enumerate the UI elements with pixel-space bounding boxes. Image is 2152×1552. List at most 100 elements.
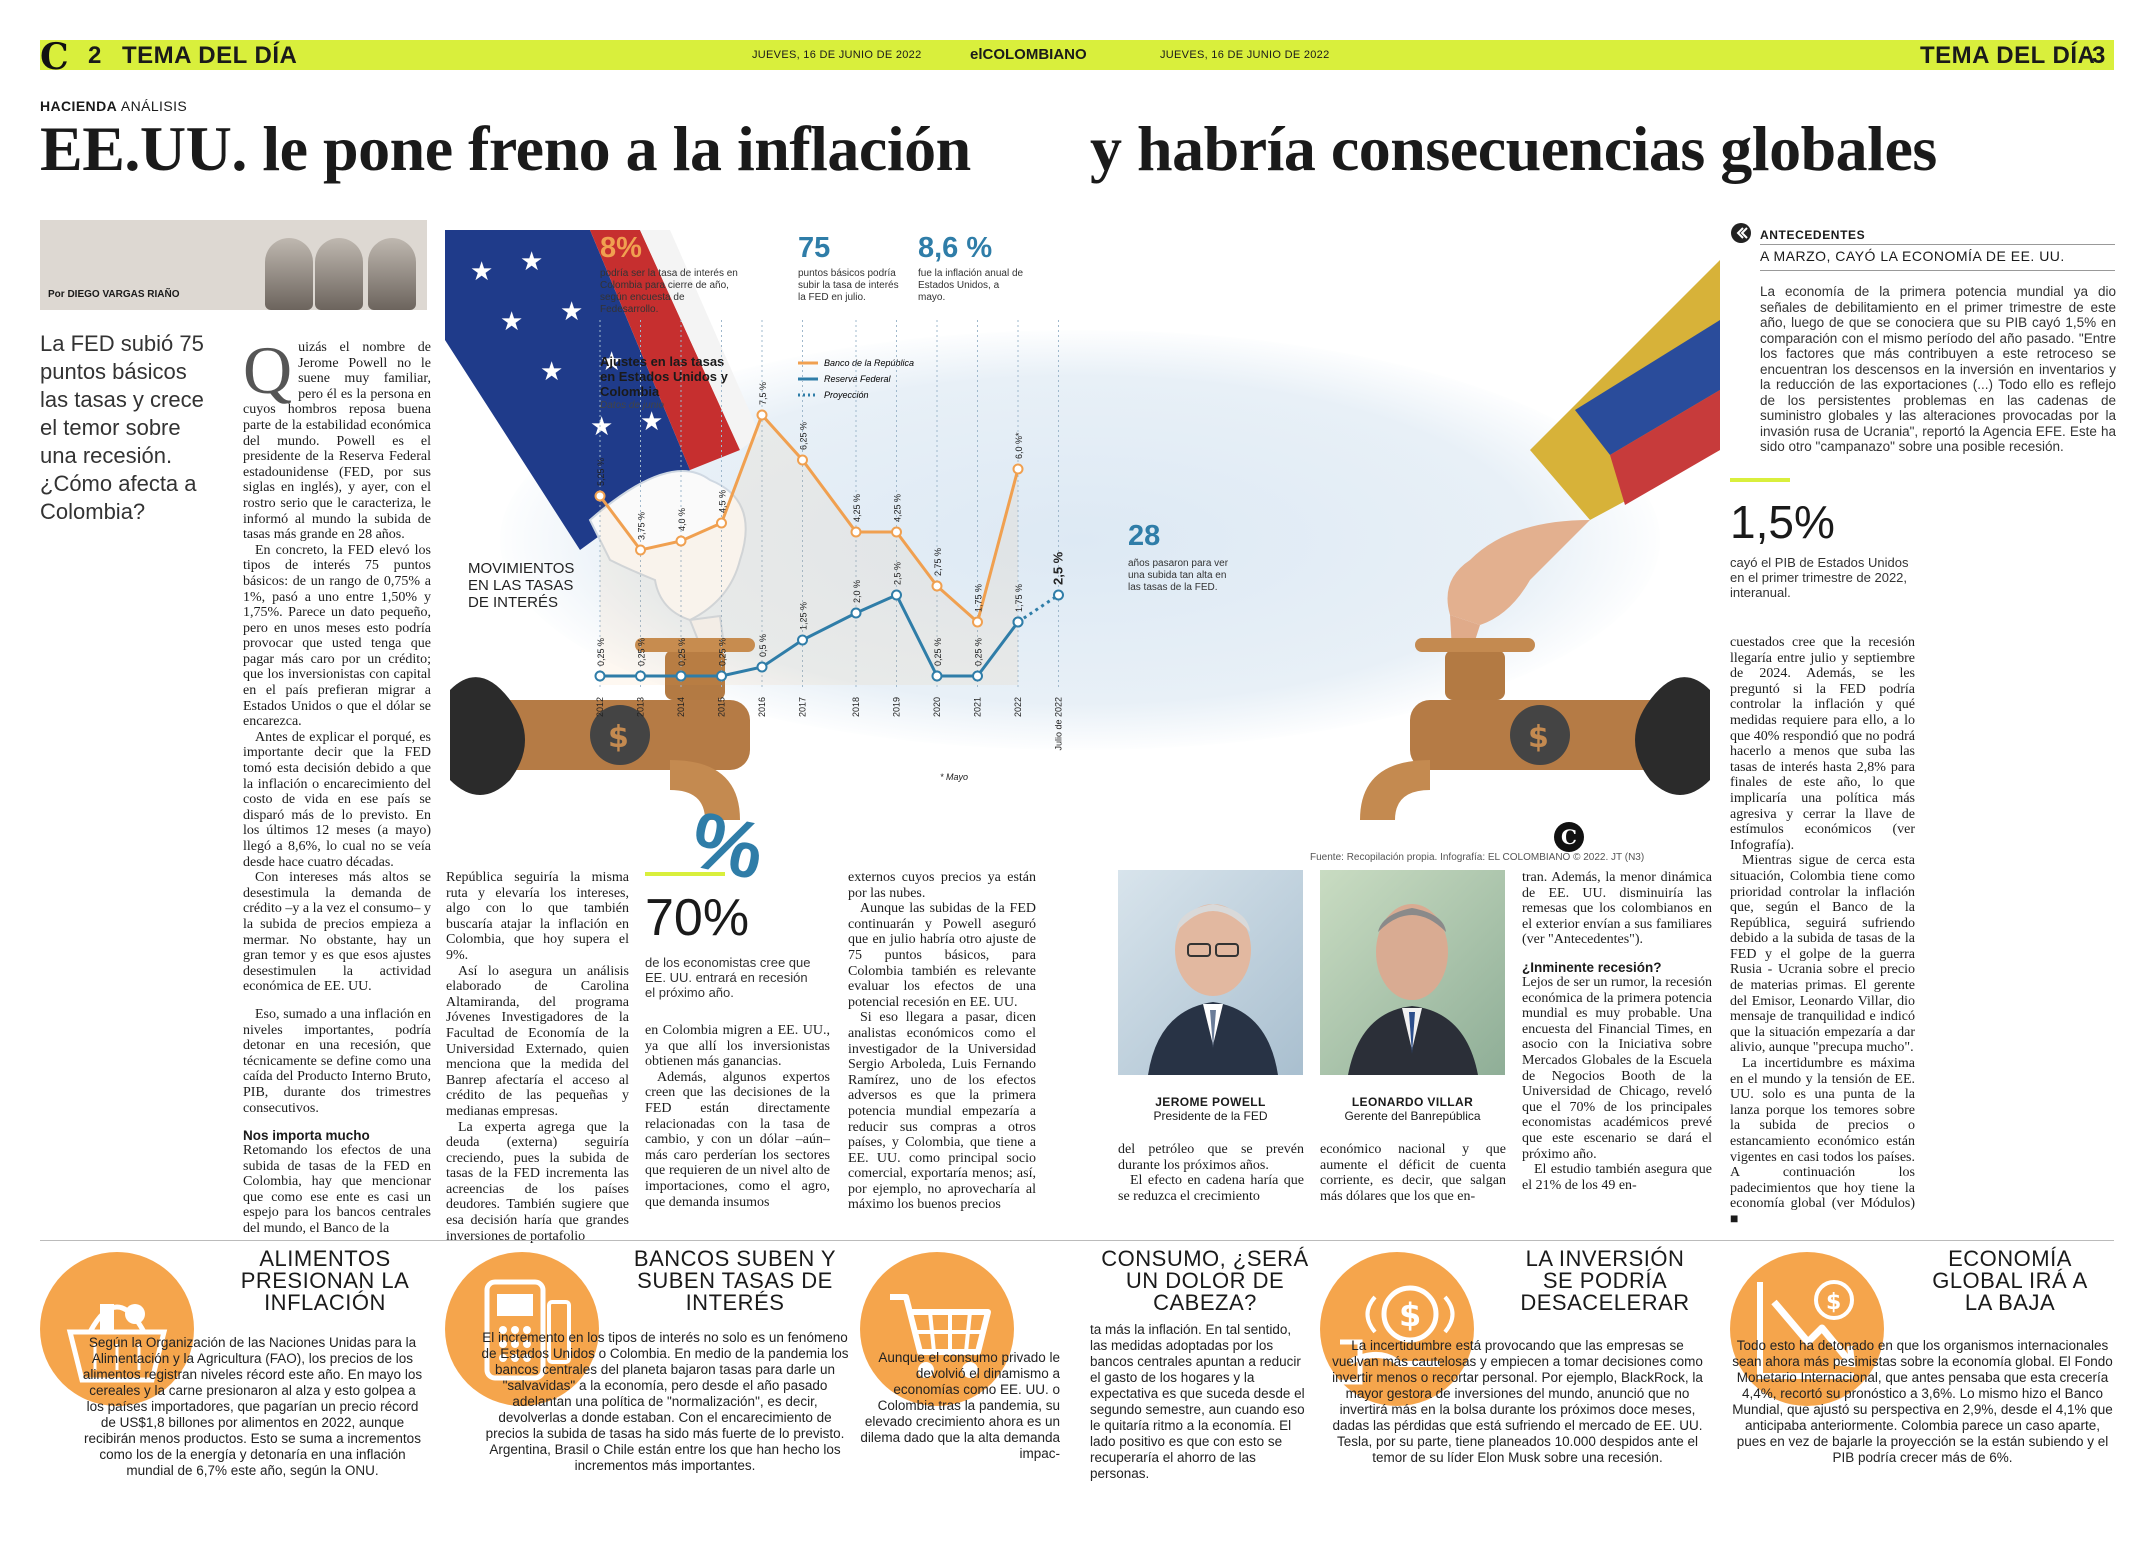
- data-label: 1,75 %: [1014, 584, 1024, 612]
- caption-powell: JEROME POWELL Presidente de la FED: [1118, 1095, 1303, 1123]
- paragraph: tran. Además, la menor dinámica de EE. U…: [1522, 870, 1712, 948]
- divider: [1760, 244, 2115, 245]
- data-label: 5,25 %: [596, 458, 606, 486]
- data-point: [931, 670, 943, 682]
- data-label: 1,75 %: [974, 584, 984, 612]
- data-label: 4,25 %: [852, 494, 862, 522]
- stat-value: 8%: [600, 232, 642, 264]
- modules-divider: [40, 1240, 2114, 1241]
- grocery-basket-icon: [66, 1304, 168, 1383]
- stat-value: 28: [1128, 520, 1161, 552]
- shopping-cart-icon: [890, 1294, 991, 1378]
- module-body: Todo esto ha detonado en que los organis…: [1732, 1338, 2113, 1465]
- subheading: ¿Inminente recesión?: [1522, 959, 1662, 975]
- pullquote-text: de los economistas cree que EE. UU. entr…: [645, 955, 811, 1000]
- data-label: 7,5 %: [758, 382, 768, 405]
- paragraph: Si eso llegara a pasar, dicen analistas …: [848, 1010, 1036, 1213]
- infographic-source: Fuente: Recopilación propia. Infografía:…: [1310, 852, 1645, 863]
- legend-banrep: Banco de la República: [824, 358, 914, 368]
- article-column-8: cuestados cree que la recesión llegaría …: [1730, 635, 1915, 1228]
- paragraph: externos cuyos precios ya están por las …: [848, 870, 1036, 901]
- data-label: 0,25 %: [637, 638, 647, 666]
- tick-label: 2016: [757, 697, 767, 717]
- paragraph: económico nacional y que aumente el défi…: [1320, 1142, 1506, 1204]
- page-number-left: 2: [88, 42, 102, 69]
- module-body: La incertidumbre está provocando que las…: [1332, 1338, 1703, 1465]
- stat-text: podría ser la tasa de interés en Colombi…: [600, 268, 738, 315]
- module-icon-circle: [40, 1252, 194, 1406]
- paragraph: Además, algunos expertos creen que las d…: [645, 1069, 830, 1210]
- data-label: 2,5 %: [893, 562, 903, 585]
- stat-value: 8,6 %: [918, 232, 993, 264]
- data-point: [972, 670, 983, 682]
- svg-text:★: ★: [590, 412, 613, 442]
- paragraph: Antes de explicar el porqué, es importan…: [243, 729, 431, 870]
- svg-text:$: $: [608, 720, 629, 755]
- data-point: [675, 535, 687, 547]
- paragraph: del petróleo que se prevén durante los p…: [1118, 1142, 1304, 1173]
- headline-right: y habría consecuencias globales: [1090, 113, 1937, 184]
- data-label: 0,25 %: [596, 638, 606, 666]
- article-column-2: República seguiría la misma ruta y eleva…: [446, 870, 629, 1244]
- tick-label: 2017: [798, 697, 808, 717]
- tick-label: 2015: [717, 697, 727, 717]
- tick-label: Julio de 2022: [1054, 697, 1064, 751]
- fig-rule: [1730, 478, 1790, 482]
- paragraph: La incertidumbre es máxima en el mundo y…: [1730, 1056, 1915, 1227]
- data-point: [891, 526, 902, 538]
- data-label: 0,5 %: [758, 634, 768, 657]
- date-right: JUEVES, 16 DE JUNIO DE 2022: [1160, 49, 1330, 61]
- header-band: C 2 TEMA DEL DÍA JUEVES, 16 DE JUNIO DE …: [40, 36, 2114, 78]
- lead-text: La FED subió 75 puntos básicos las tasas…: [40, 331, 204, 524]
- sidebar-label: ANTECEDENTES: [1760, 228, 1866, 242]
- data-label: 0,25 %: [933, 638, 943, 666]
- subheading: Nos importa mucho: [243, 1128, 370, 1144]
- kicker-light: ANÁLISIS: [120, 98, 188, 114]
- paragraph: Así lo asegura un análisis elaborado de …: [446, 963, 629, 1119]
- module-icon-circle: $: [1730, 1252, 1884, 1406]
- stat-value: 75: [798, 232, 831, 264]
- module-body-left: Aunque el consumo privado le devolvió el…: [860, 1350, 1060, 1461]
- tick-label: 2018: [851, 697, 861, 717]
- pullquote-rule: [645, 872, 725, 876]
- data-label: 4,0 %: [677, 508, 687, 531]
- sidebar-figure: 1,5%: [1730, 496, 1835, 548]
- data-point: [797, 634, 808, 646]
- headline: EE.UU. le pone freno a la inflación y ha…: [40, 112, 1937, 186]
- author-photo: [315, 238, 363, 310]
- data-label: 2,75 %: [933, 548, 943, 576]
- series-area-0: [600, 415, 1018, 685]
- data-label: 3,75 %: [637, 512, 647, 540]
- module-body: El incremento en los tipos de interés no…: [481, 1330, 849, 1473]
- data-point: [1012, 463, 1024, 475]
- paragraph: El efecto en cadena haría que se reduzca…: [1118, 1173, 1304, 1204]
- trend-down-icon: $: [1757, 1280, 1856, 1379]
- caption-role: Presidente de la FED: [1153, 1109, 1268, 1123]
- paragraph: cuestados cree que la recesión llegaría …: [1730, 635, 1915, 853]
- data-label: 0,25 %: [974, 638, 984, 666]
- svg-text:★: ★: [520, 247, 543, 277]
- byline-text: Por DIEGO VARGAS RIAÑO: [48, 289, 180, 300]
- paragraph: Retomando los efectos de una subida de t…: [243, 1143, 431, 1237]
- brand-name: elCOLOMBIANO: [970, 46, 1087, 63]
- tick-label: 2019: [892, 697, 902, 717]
- data-point: [850, 607, 862, 619]
- paragraph: Con intereses más altos se desestimula l…: [243, 870, 431, 995]
- data-label: 6,0 %*: [1014, 432, 1024, 459]
- data-point: [756, 409, 768, 421]
- photo-jerome-powell: [1118, 870, 1303, 1075]
- data-point: [756, 661, 768, 673]
- module-title: CONSUMO, ¿SERÁ UN DOLOR DE CABEZA?: [1101, 1246, 1309, 1315]
- module-title: ECONOMÍA GLOBAL IRÁ A LA BAJA: [1932, 1246, 2088, 1315]
- data-label: 2,0 %: [852, 580, 862, 603]
- chart-title: Ajustes en las tasas en Estados Unidos y…: [600, 354, 728, 399]
- date-left: JUEVES, 16 DE JUNIO DE 2022: [752, 49, 922, 61]
- kicker-bold: HACIENDA: [40, 98, 117, 114]
- caption-name: JEROME POWELL: [1155, 1095, 1266, 1109]
- tick-label: 2021: [973, 697, 983, 717]
- module-icon-circle: [860, 1252, 1014, 1406]
- sidebar-body: La economía de la primera potencia mundi…: [1760, 284, 2116, 454]
- article-column-6: económico nacional y que aumente el défi…: [1320, 1142, 1506, 1204]
- portrait-illustration: [1348, 904, 1478, 1075]
- tick-label: 2022: [1013, 697, 1023, 717]
